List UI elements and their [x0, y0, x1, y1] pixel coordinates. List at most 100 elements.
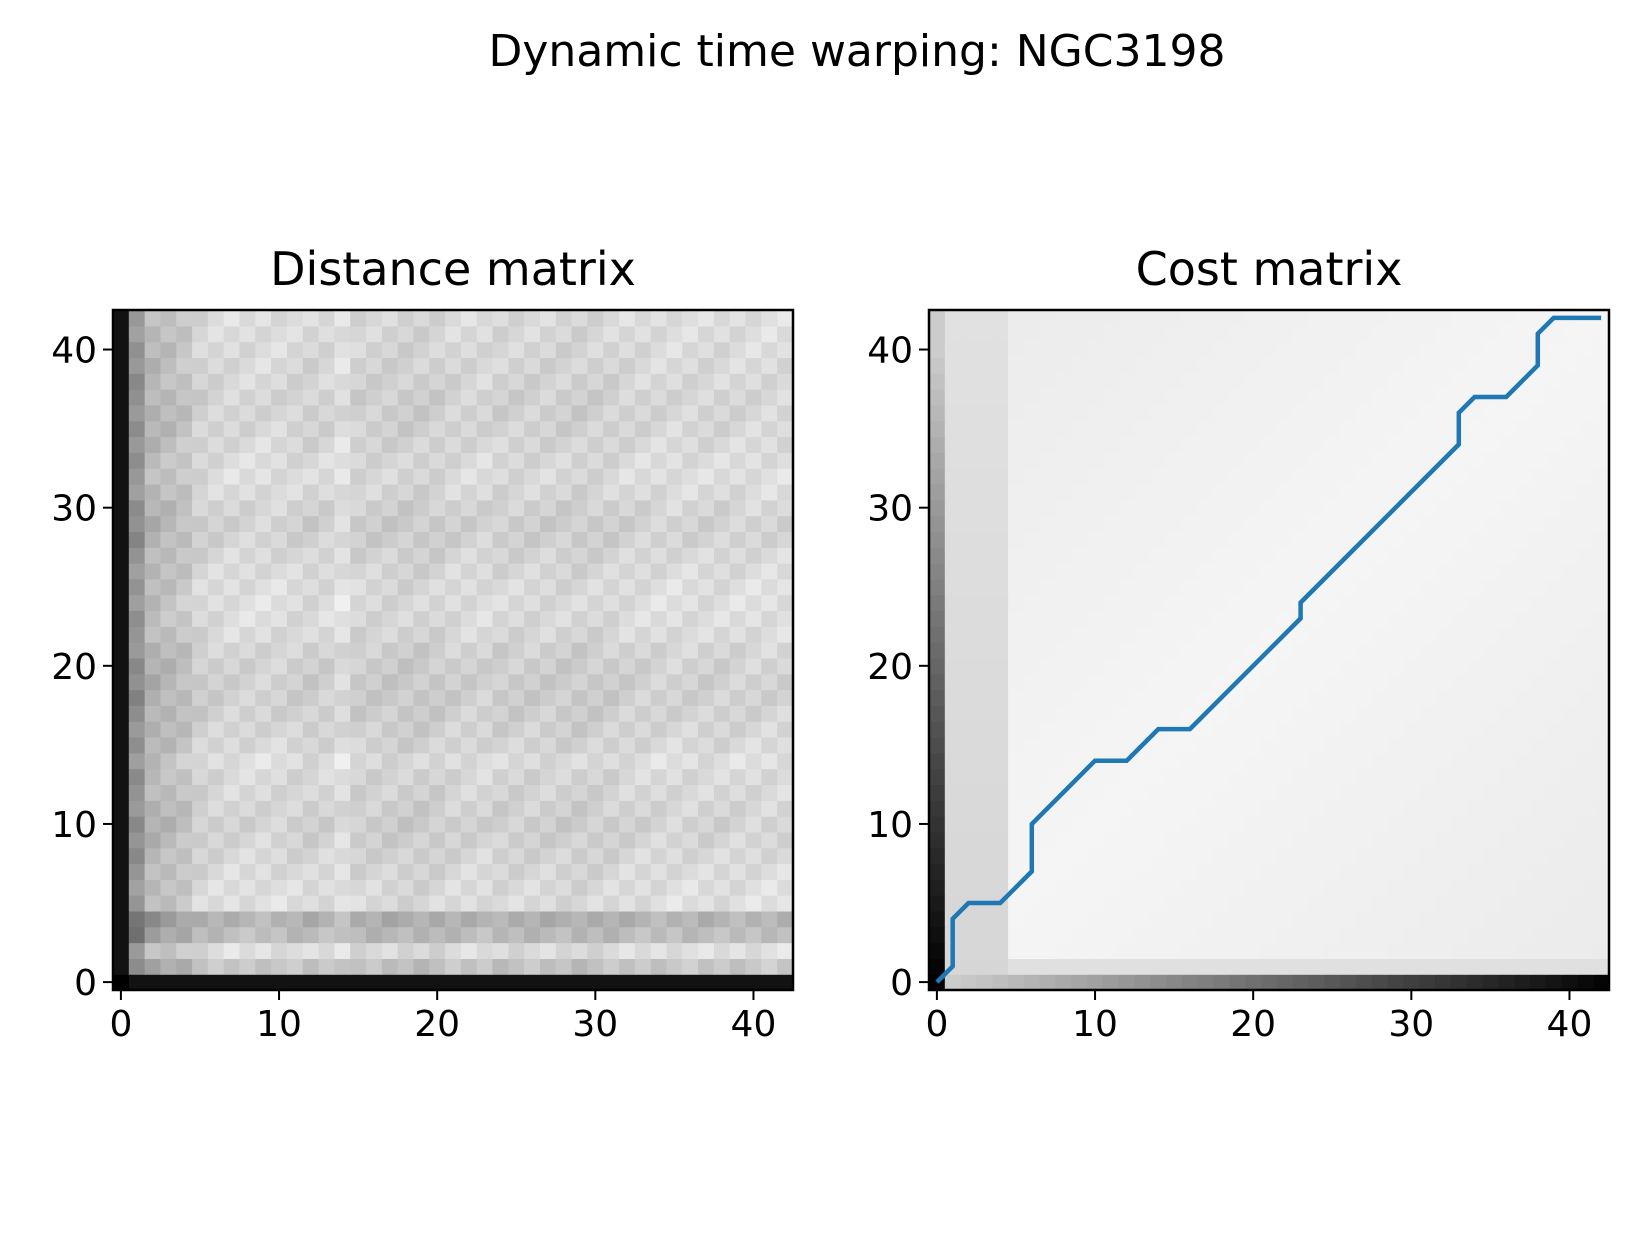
- heatmap-cell: [302, 531, 320, 548]
- heatmap-cell: [1102, 768, 1120, 786]
- heatmap-cell: [1229, 483, 1246, 501]
- heatmap-cell: [1450, 721, 1468, 738]
- heatmap-cell: [113, 721, 130, 738]
- heatmap-cell: [192, 610, 209, 627]
- heatmap-cell: [524, 531, 541, 548]
- heatmap-cell: [539, 325, 557, 343]
- heatmap-cell: [698, 974, 715, 991]
- heatmap-cell: [1466, 910, 1484, 928]
- heatmap-cell: [1419, 325, 1436, 343]
- heatmap-cell: [1355, 910, 1373, 928]
- heatmap-cell: [976, 910, 993, 928]
- heatmap-cell: [555, 531, 573, 548]
- heatmap-cell: [1514, 847, 1531, 865]
- heatmap-cell: [555, 578, 573, 596]
- heatmap-cell: [976, 483, 993, 501]
- heatmap-cell: [1498, 578, 1515, 596]
- heatmap-cell: [1371, 420, 1389, 438]
- heatmap-cell: [223, 673, 241, 691]
- heatmap-cell: [192, 626, 209, 643]
- heatmap-cell: [729, 531, 747, 548]
- heatmap-cell: [1008, 752, 1025, 770]
- heatmap-cell: [539, 800, 557, 817]
- heatmap-cell: [1482, 752, 1499, 770]
- heatmap-cell: [1182, 563, 1199, 580]
- heatmap-cell: [976, 705, 993, 722]
- heatmap-cell: [571, 816, 589, 833]
- heatmap-cell: [1403, 547, 1420, 564]
- heatmap-cell: [207, 499, 225, 517]
- heatmap-cell: [286, 895, 304, 912]
- heatmap-cell: [460, 958, 478, 975]
- heatmap-cell: [1514, 610, 1531, 627]
- heatmap-cell: [1545, 847, 1563, 865]
- heatmap-cell: [1371, 895, 1389, 912]
- heatmap-cell: [1529, 926, 1547, 944]
- heatmap-cell: [729, 373, 747, 390]
- heatmap-cell: [1466, 515, 1484, 532]
- heatmap-cell: [492, 721, 509, 738]
- heatmap-cell: [1308, 594, 1325, 612]
- heatmap-cell: [587, 816, 604, 833]
- heatmap-cell: [761, 389, 778, 406]
- heatmap-cell: [1450, 974, 1468, 991]
- heatmap-cell: [650, 626, 668, 643]
- heatmap-cell: [286, 610, 304, 627]
- heatmap-cell: [302, 420, 320, 438]
- heatmap-cell: [397, 879, 415, 896]
- heatmap-cell: [1340, 879, 1357, 896]
- heatmap-cell: [761, 752, 778, 770]
- heatmap-cell: [1071, 657, 1088, 675]
- heatmap-cell: [1102, 483, 1120, 501]
- heatmap-cell: [1514, 958, 1531, 975]
- heatmap-cell: [603, 499, 620, 517]
- heatmap-cell: [1055, 974, 1072, 991]
- heatmap-cell: [413, 863, 430, 880]
- heatmap-cell: [1387, 594, 1405, 612]
- heatmap-cell: [524, 610, 541, 627]
- heatmap-cell: [1166, 689, 1183, 706]
- heatmap-cell: [682, 800, 699, 817]
- heatmap-cell: [603, 768, 620, 786]
- heatmap-cell: [1166, 958, 1183, 975]
- heatmap-cell: [1023, 752, 1041, 770]
- heatmap-cell: [666, 752, 683, 770]
- heatmap-cell: [397, 926, 415, 944]
- heatmap-cell: [619, 436, 636, 453]
- heatmap-cell: [1561, 610, 1578, 627]
- heatmap-cell: [1087, 610, 1104, 627]
- heatmap-cell: [429, 879, 446, 896]
- heatmap-cell: [1261, 689, 1278, 706]
- heatmap-cell: [1292, 926, 1310, 944]
- heatmap-cell: [571, 974, 589, 991]
- heatmap-cell: [1087, 452, 1104, 469]
- heatmap-cell: [223, 499, 241, 517]
- heatmap-cell: [929, 499, 946, 517]
- heatmap-cell: [1545, 531, 1563, 548]
- heatmap-cell: [666, 357, 683, 374]
- heatmap-cell: [1071, 452, 1088, 469]
- heatmap-cell: [1355, 310, 1373, 327]
- heatmap-cell: [381, 958, 399, 975]
- heatmap-cell: [302, 705, 320, 722]
- heatmap-cell: [239, 483, 256, 501]
- heatmap-cell: [1593, 768, 1610, 786]
- heatmap-cell: [255, 895, 272, 912]
- heatmap-cell: [445, 499, 462, 517]
- heatmap-cell: [1450, 736, 1468, 754]
- heatmap-cell: [1071, 736, 1088, 754]
- heatmap-cell: [1498, 547, 1515, 564]
- heatmap-cell: [650, 768, 668, 786]
- heatmap-cell: [1324, 816, 1341, 833]
- heatmap-cell: [929, 736, 946, 754]
- heatmap-cell: [508, 452, 525, 469]
- y-tick-label: 40: [51, 331, 97, 372]
- heatmap-cell: [1593, 800, 1610, 817]
- heatmap-cell: [682, 642, 699, 659]
- heatmap-cell: [1182, 910, 1199, 928]
- heatmap-cell: [271, 341, 288, 359]
- heatmap-cell: [1276, 721, 1294, 738]
- heatmap-cell: [1545, 468, 1563, 485]
- heatmap-cell: [1545, 499, 1563, 517]
- heatmap-cell: [571, 594, 589, 612]
